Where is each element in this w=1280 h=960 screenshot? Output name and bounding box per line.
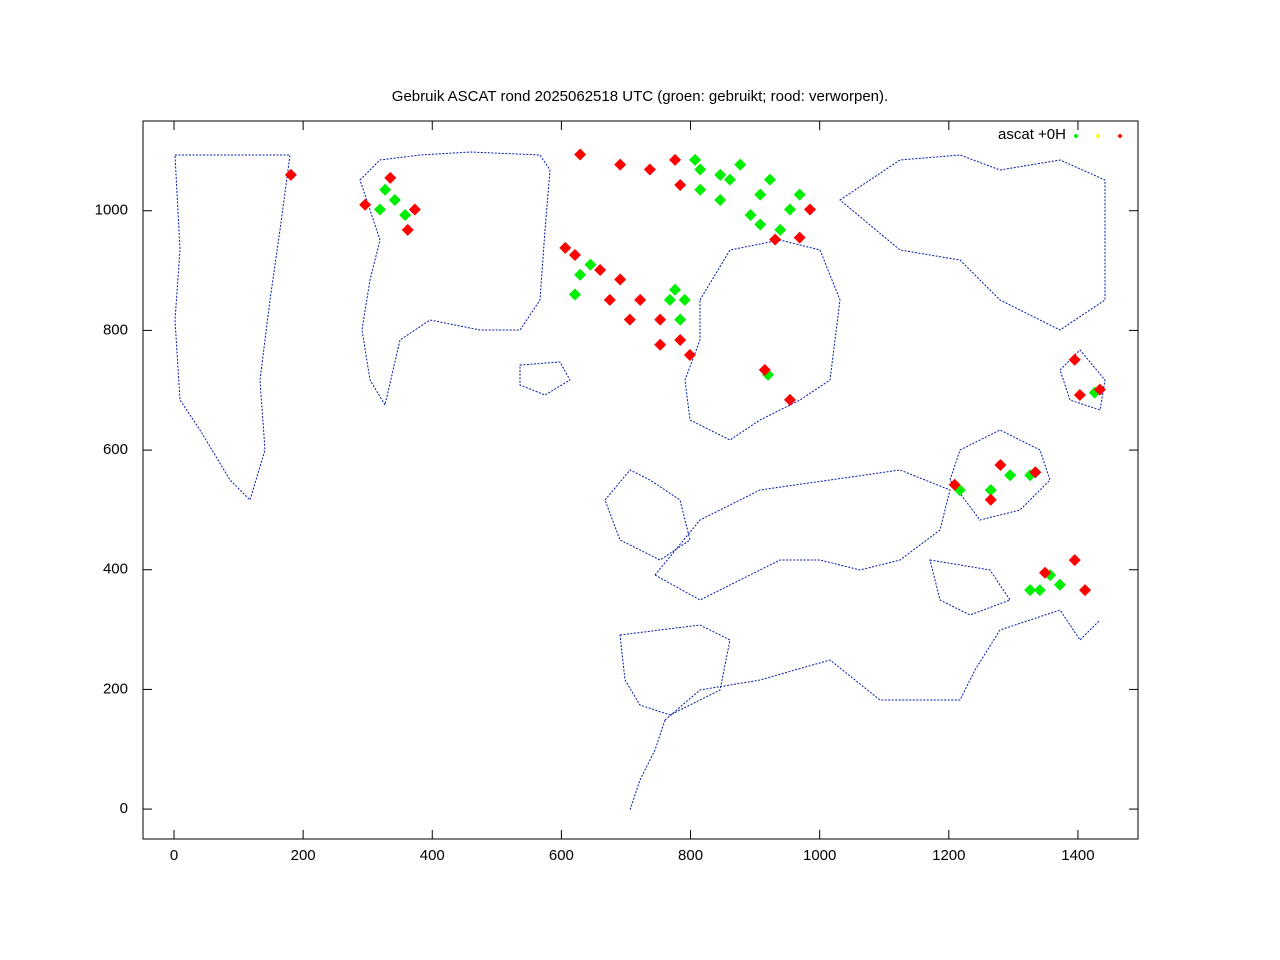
scatter-point <box>384 171 397 184</box>
chart-title: Gebruik ASCAT rond 2025062518 UTC (groen… <box>392 88 888 105</box>
scatter-point <box>723 173 736 186</box>
scatter-point <box>793 231 806 244</box>
scatter-point <box>399 208 412 221</box>
x-tick-label: 1000 <box>803 847 836 864</box>
scatter-point <box>559 241 572 254</box>
scatter-point <box>674 333 687 346</box>
scatter-point <box>694 163 707 176</box>
y-tick-label: 800 <box>103 321 128 338</box>
scatter-point <box>714 168 727 181</box>
scatter-point <box>1033 584 1046 597</box>
scatter-point <box>678 293 691 306</box>
scatter-point <box>1068 353 1081 366</box>
scatter-point <box>793 188 806 201</box>
y-tick-label: 200 <box>103 680 128 697</box>
scatter-point <box>359 198 372 211</box>
scatter-point <box>1068 554 1081 567</box>
legend-label: ascat +0H <box>998 126 1066 143</box>
scatter-point <box>689 153 702 166</box>
scatter-point <box>401 223 414 236</box>
scatter-point <box>373 203 386 216</box>
scatter-point <box>734 158 747 171</box>
scatter-point <box>623 313 636 326</box>
x-tick-label: 800 <box>678 847 703 864</box>
scatter-point <box>1039 566 1052 579</box>
scatter-point <box>568 249 581 262</box>
scatter-point <box>643 163 656 176</box>
scatter-point <box>984 484 997 497</box>
scatter-point <box>758 363 771 376</box>
legend-marker <box>1073 133 1079 139</box>
x-tick-label: 0 <box>170 847 178 864</box>
scatter-point <box>574 268 587 281</box>
scatter-point <box>603 293 616 306</box>
x-tick-label: 600 <box>549 847 574 864</box>
scatter-point <box>783 203 796 216</box>
scatter-point <box>568 288 581 301</box>
scatter-point <box>1029 466 1042 479</box>
scatter-point <box>769 233 782 246</box>
scatter-point <box>774 223 787 236</box>
scatter-point <box>683 348 696 361</box>
scatter-point <box>379 183 392 196</box>
scatter-point <box>1079 584 1092 597</box>
scatter-point <box>284 168 297 181</box>
scatter-point <box>654 338 667 351</box>
y-tick-label: 0 <box>120 800 128 817</box>
scatter-point <box>388 193 401 206</box>
x-tick-label: 1400 <box>1061 847 1094 864</box>
scatter-point <box>783 393 796 406</box>
plot-frame <box>142 120 1139 840</box>
scatter-point <box>994 459 1007 472</box>
scatter-point <box>594 263 607 276</box>
coastlines <box>174 151 1106 811</box>
legend-marker <box>1095 133 1101 139</box>
x-tick-label: 1200 <box>932 847 965 864</box>
scatter-point <box>674 179 687 192</box>
plot-layer: 0 200 400 600 800 1000 1200 1400 0 200 400 600 800 10… <box>95 121 1138 864</box>
scatter-point <box>408 203 421 216</box>
scatter-point <box>754 188 767 201</box>
scatter-point <box>984 493 997 506</box>
y-tick-label: 400 <box>103 561 128 578</box>
scatter-point <box>669 283 682 296</box>
scatter-point <box>669 153 682 166</box>
scatter-point <box>1004 469 1017 482</box>
x-tick-label: 200 <box>291 847 316 864</box>
scatter-point <box>714 193 727 206</box>
scatter-point <box>1024 584 1037 597</box>
scatter-point <box>1073 389 1086 402</box>
x-tick-label: 400 <box>420 847 445 864</box>
scatter-point <box>634 293 647 306</box>
scatter-point <box>663 293 676 306</box>
scatter-point <box>614 273 627 286</box>
scatter-point <box>754 218 767 231</box>
scatter-point <box>674 313 687 326</box>
scatter-point <box>1093 383 1106 396</box>
legend-marker <box>1117 133 1123 139</box>
scatter-point <box>584 258 597 271</box>
scatter-point <box>574 148 587 161</box>
scatter-point <box>948 478 961 491</box>
y-tick-label: 600 <box>103 441 128 458</box>
scatter-point <box>614 158 627 171</box>
scatter-point <box>803 203 816 216</box>
y-tick-label: 1000 <box>95 202 128 219</box>
scatter-point <box>1053 578 1066 591</box>
scatter-point <box>654 313 667 326</box>
scatter-point <box>694 183 707 196</box>
scatter-point <box>744 208 757 221</box>
scatter-point <box>763 173 776 186</box>
